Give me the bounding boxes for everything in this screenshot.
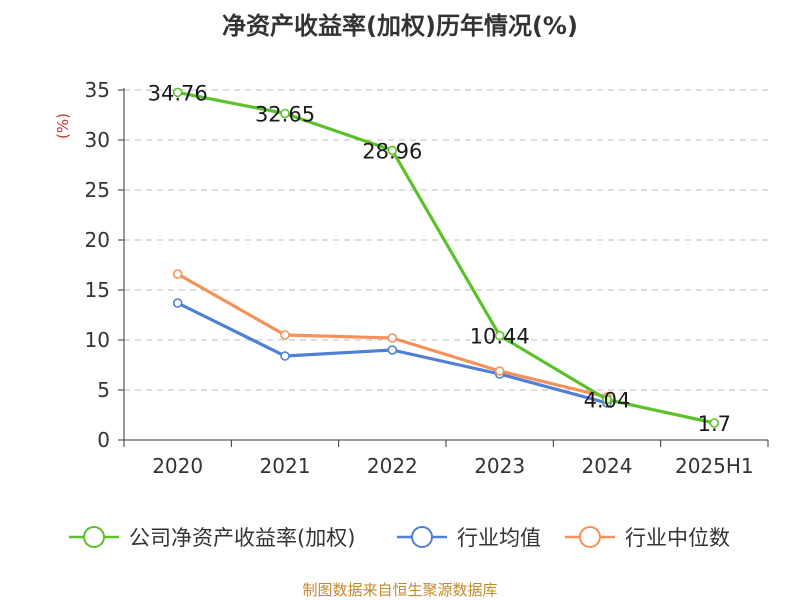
data-point-s0-2020 [172,87,183,98]
data-point-s2-2023 [494,366,505,376]
y-tick-label-10: 10 [85,328,110,352]
x-tick-label-2023: 2023 [474,454,525,478]
series-line-0 [177,90,715,425]
legend-marker-1 [411,526,433,548]
legend-label-1: 行业均值 [457,526,541,550]
legend-label-0: 公司净资产收益率(加权) [129,526,355,550]
legend-marker-2 [579,526,601,548]
x-tick-label-2020: 2020 [152,454,203,478]
legend-item-2: 行业中位数 [565,526,730,550]
legend-item-1: 行业均值 [397,526,541,550]
data-point-s1-2020 [172,298,183,308]
data-point-s0-2023 [494,330,505,341]
data-point-s1-2021 [280,351,290,361]
y-tick-label-0: 0 [97,428,110,452]
y-tick-label-35: 35 [85,78,110,102]
data-point-s0-2022 [387,145,398,156]
series-1 [172,298,612,408]
y-tick-label-30: 30 [85,128,110,152]
y-tick-label-25: 25 [85,178,110,202]
data-labels: 34.76 32.65 28.96 10.44 4.04 1.7 [148,81,731,436]
data-label-2021: 32.65 [255,103,315,127]
axes: 0 5 10 15 20 25 30 35 2020 2021 2022 2023 2024 2025H1 [85,78,769,478]
data-point-s2-2022 [387,333,398,343]
legend-label-2: 行业中位数 [625,526,730,550]
legend-item-0: 公司净资产收益率(加权) [69,526,355,550]
data-label-2020: 34.76 [148,81,208,105]
data-label-2022: 28.96 [362,139,422,163]
x-tick-label-2024: 2024 [582,454,633,478]
series-2 [172,269,612,402]
chart-title: 净资产收益率(加权)历年情况(%) [222,12,578,40]
data-point-s2-2021 [280,330,290,340]
data-label-2023: 10.44 [470,325,530,349]
y-tick-label-20: 20 [85,228,110,252]
legend-marker-0 [83,526,105,548]
data-point-s0-2025H1 [709,418,720,428]
data-point-s1-2022 [387,345,398,355]
data-point-s2-2020 [172,269,183,279]
y-tick-label-5: 5 [97,378,110,402]
data-label-2024: 4.04 [584,389,631,413]
source-note: 制图数据来自恒生聚源数据库 [302,581,497,599]
data-point-s0-2021 [280,108,290,119]
series [172,87,720,428]
y-axis-unit-label: (%) [54,113,72,139]
legend: 公司净资产收益率(加权) 行业均值 行业中位数 [69,526,730,550]
y-tick-label-15: 15 [85,278,110,302]
x-tick-label-2022: 2022 [367,454,418,478]
series-0 [172,87,720,428]
data-point-s0-2024 [602,394,612,405]
data-label-2025H1: 1.7 [698,412,731,436]
x-tick-label-2025H1: 2025H1 [675,454,754,478]
x-tick-label-2021: 2021 [260,454,311,478]
